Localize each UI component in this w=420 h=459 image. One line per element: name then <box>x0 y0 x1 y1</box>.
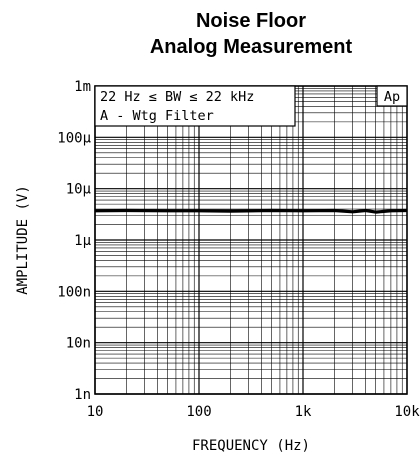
y-tick-label: 1m <box>74 79 91 95</box>
x-axis-label: FREQUENCY (Hz) <box>192 438 310 454</box>
y-tick-label: 1μ <box>74 233 91 249</box>
brand-label: Ap <box>384 89 400 105</box>
chart-title: Noise Floor <box>196 10 306 32</box>
x-tick-label: 100 <box>186 404 211 420</box>
y-tick-label: 100μ <box>57 130 91 146</box>
annotation-filter: A - Wtg Filter <box>100 108 214 124</box>
grid <box>94 86 407 395</box>
chart-subtitle: Analog Measurement <box>150 36 353 58</box>
y-tick-label: 100n <box>57 284 91 300</box>
y-tick-labels: 1m 100μ 10μ 1μ 100n 10n 1n <box>57 79 91 403</box>
series-line <box>94 208 408 214</box>
x-tick-label: 10 <box>87 404 104 420</box>
y-tick-label: 1n <box>74 387 91 403</box>
y-tick-label: 10μ <box>66 182 92 198</box>
annotation-bandwidth: 22 Hz ≤ BW ≤ 22 kHz <box>100 89 254 105</box>
x-tick-label: 10k <box>394 404 420 420</box>
x-tick-labels: 10 100 1k 10k <box>87 404 420 420</box>
annotation-box <box>94 85 296 127</box>
x-tick-label: 1k <box>295 404 312 420</box>
series-layer <box>94 208 408 214</box>
brand-box <box>376 85 408 107</box>
y-axis-label: AMPLITUDE (V) <box>15 185 31 295</box>
y-tick-label: 10n <box>66 336 91 352</box>
